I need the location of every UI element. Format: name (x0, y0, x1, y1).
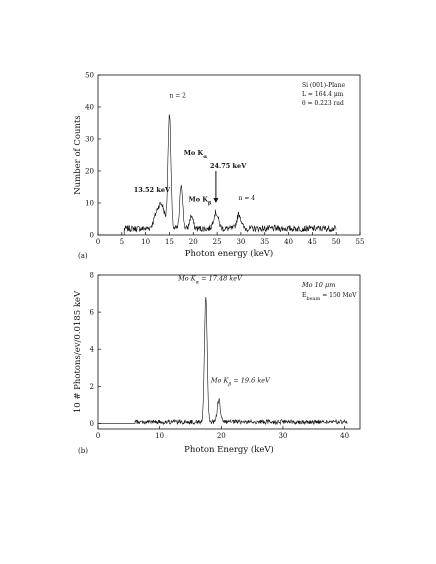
x-tick-label: 35 (260, 238, 269, 246)
y-tick-label: 30 (85, 136, 94, 144)
x-axis-label-a: Photon energy (keV) (185, 248, 274, 259)
annotation-moka: Mo Kα (184, 149, 207, 160)
x-tick-label: 30 (236, 238, 245, 246)
x-tick-label: 50 (332, 238, 341, 246)
info-line: L = 164.4 μm (302, 91, 344, 98)
y-tick-label: 2 (90, 383, 94, 391)
y-axis-label-a: Number of Counts (73, 115, 83, 195)
x-tick-label: 40 (284, 238, 293, 246)
x-ticks-b: 0 10 20 30 40 (96, 426, 349, 440)
panel-b: 0 10 20 30 40 0 2 4 6 8 Mo Kα = 17.48 keV Mo Kβ =… (73, 272, 361, 455)
x-tick-label: 10 (141, 238, 150, 246)
x-tick-label: 0 (96, 432, 100, 440)
x-tick-label: 0 (96, 238, 100, 246)
info-box-a: Si (001)-Plane L = 164.4 μm θ = 0.223 rad (302, 82, 345, 107)
panel-label-b: (b) (78, 447, 88, 455)
y-tick-label: 0 (90, 420, 94, 428)
y-tick-label: 40 (85, 104, 94, 112)
annotation-e2475: 24.75 keV (210, 162, 247, 170)
y-ticks-b: 0 2 4 6 8 (90, 272, 101, 428)
y-tick-label: 10 (85, 200, 94, 208)
annotation-n4: n = 4 (239, 195, 256, 202)
x-tick-label: 5 (120, 238, 124, 246)
annotation-n2: n = 2 (169, 92, 186, 99)
x-tick-label: 25 (213, 238, 222, 246)
annotation-mokbeta: Mo Kβ = 19.6 keV (210, 377, 271, 388)
annotation-mokalpha: Mo Kα = 17.48 keV (177, 275, 243, 286)
x-tick-label: 45 (308, 238, 317, 246)
x-tick-label: 20 (217, 432, 226, 440)
info-line: Si (001)-Plane (302, 82, 345, 89)
y-tick-label: 0 (90, 232, 94, 240)
annotation-e1352: 13.52 keV (134, 186, 171, 194)
info-ebeam: Ebeam = 150 MeV (302, 292, 357, 302)
x-tick-label: 55 (356, 238, 365, 246)
arrowhead-24-75 (213, 198, 219, 203)
y-tick-label: 20 (85, 168, 94, 176)
x-tick-label: 20 (189, 238, 198, 246)
x-tick-label: 15 (165, 238, 174, 246)
y-tick-label: 50 (85, 72, 94, 80)
plot-frame-a (97, 74, 361, 236)
y-tick-label: 8 (90, 272, 94, 280)
annotations-b: Mo Kα = 17.48 keV Mo Kβ = 19.6 keV (177, 275, 271, 388)
annotation-mokb: Mo Kβ (189, 195, 212, 206)
y-ticks-a: 0 10 20 30 40 50 (85, 72, 101, 240)
spectrum-line-a (98, 114, 337, 236)
x-tick-label: 40 (340, 432, 349, 440)
info-box-b: Mo 10 μm Ebeam = 150 MeV (301, 281, 357, 302)
panel-label-a: (a) (78, 252, 88, 260)
x-axis-label-b: Photon Energy (keV) (184, 444, 274, 455)
x-tick-label: 30 (278, 432, 287, 440)
info-line: θ = 0.223 rad (302, 100, 344, 107)
panel-a: 0 5 10 15 20 25 30 35 40 45 50 55 0 10 20 30 40 50 n = 2… (73, 72, 364, 261)
x-ticks-a: 0 5 10 15 20 25 30 35 40 45 50 55 (96, 232, 365, 246)
y-tick-label: 4 (90, 346, 95, 354)
info-line: Mo 10 μm (301, 281, 335, 289)
y-axis-label-b: 10 # Photons/ev/0.0185 keV (73, 290, 83, 413)
x-tick-label: 10 (155, 432, 164, 440)
spectrum-line-b (98, 296, 348, 426)
plot-frame-b (97, 274, 361, 430)
annotations-a: n = 2 Mo Kα 13.52 keV Mo Kβ 24.75 keV n = 4 (134, 92, 256, 206)
y-tick-label: 6 (90, 309, 95, 317)
